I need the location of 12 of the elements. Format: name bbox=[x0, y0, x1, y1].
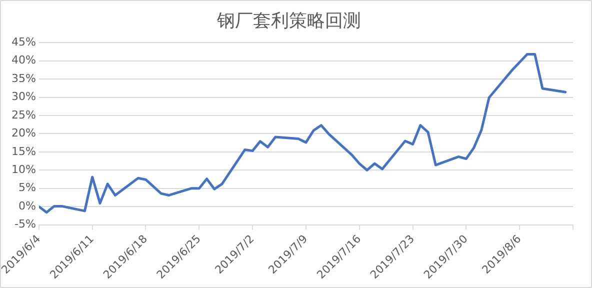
y-tick-label: -5% bbox=[14, 218, 36, 231]
y-tick-label: 0% bbox=[18, 199, 36, 212]
y-tick-label: 20% bbox=[11, 126, 36, 140]
chart-title: 钢厂套利策略回测 bbox=[216, 10, 361, 32]
y-tick-label: 5% bbox=[18, 181, 36, 194]
y-tick-label: 40% bbox=[11, 54, 36, 67]
y-tick-label: 45% bbox=[11, 35, 36, 48]
y-tick-label: 35% bbox=[11, 72, 36, 85]
y-tick-label: 10% bbox=[11, 162, 36, 176]
y-tick-label: 25% bbox=[11, 108, 36, 122]
y-tick-label: 15% bbox=[11, 144, 36, 158]
y-tick-label: 30% bbox=[11, 90, 36, 104]
